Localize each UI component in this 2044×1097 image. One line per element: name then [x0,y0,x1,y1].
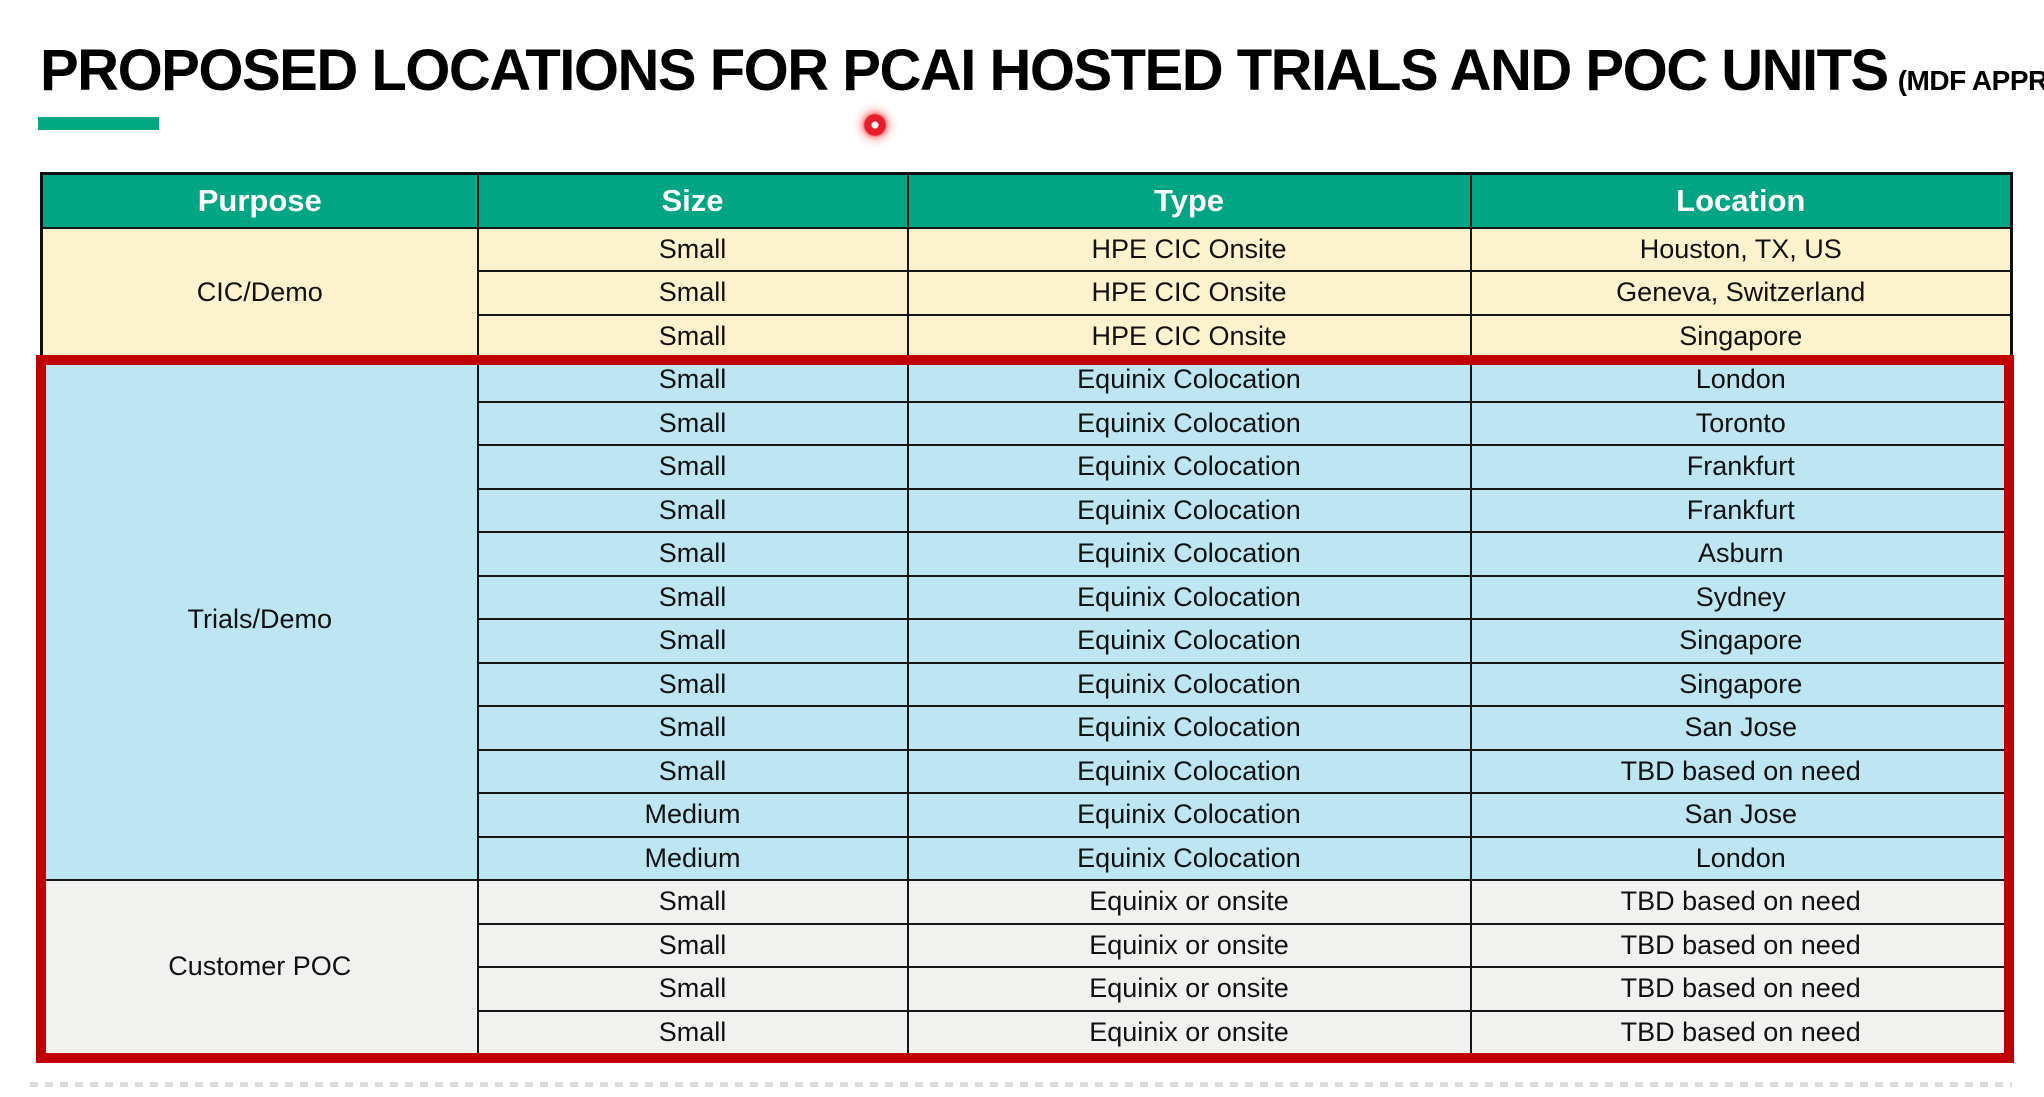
type-cell: Equinix or onsite [906,879,1472,925]
type-cell: Equinix Colocation [906,618,1472,664]
location-cell: Asburn [1469,531,2013,577]
type-cell: Equinix or onsite [906,1009,1472,1055]
type-cell: Equinix Colocation [906,748,1472,794]
header-cell-purpose: Purpose [40,172,479,229]
type-cell: Equinix Colocation [906,792,1472,838]
size-cell: Small [476,487,909,533]
purpose-cell: CIC/Demo [40,226,479,359]
size-cell: Small [476,400,909,446]
type-cell: HPE CIC Onsite [906,313,1472,359]
locations-table: Purpose Size Type Location CIC/Demo Small… [40,172,2013,1056]
location-cell: Singapore [1469,661,2013,707]
purpose-cell: Trials/Demo [40,357,479,881]
location-cell: TBD based on need [1469,748,2013,794]
table-row: Trials/Demo Small Equinix Colocation London [40,357,2013,881]
size-cell: Small [476,226,909,272]
location-cell: Toronto [1469,400,2013,446]
size-cell: Small [476,879,909,925]
type-cell: Equinix Colocation [906,835,1472,881]
size-cell: Small [476,531,909,577]
size-cell: Small [476,705,909,751]
table-header-row: Purpose Size Type Location [40,172,2013,229]
title-accent-bar [38,117,159,130]
size-cell: Small [476,618,909,664]
size-cell: Small [476,966,909,1012]
type-cell: Equinix Colocation [906,487,1472,533]
table-row: Small Equinix Colocation Asburn [41,531,2013,577]
location-cell: San Jose [1469,792,2013,838]
location-cell: TBD based on need [1469,879,2013,925]
location-cell: Singapore [1469,313,2013,359]
table-row: Customer POC Small Equinix or onsite TBD ba… [40,879,2013,1055]
type-cell: HPE CIC Onsite [906,270,1472,316]
size-cell: Small [476,270,909,316]
size-cell: Small [476,574,909,620]
type-cell: Equinix Colocation [906,357,1472,403]
location-cell: Houston, TX, US [1469,226,2013,272]
header-cell-location: Location [1469,172,2013,229]
location-cell: Singapore [1469,618,2013,664]
table-row: Small HPE CIC Onsite Geneva, Switzerland [41,270,2013,316]
type-cell: Equinix or onsite [906,966,1472,1012]
page-title-text: PROPOSED LOCATIONS FOR PCAI HOSTED TRIAL… [40,38,1889,103]
header-cell-type: Type [906,172,1472,229]
type-cell: Equinix or onsite [906,922,1472,968]
location-cell: San Jose [1469,705,2013,751]
location-cell: London [1469,357,2013,403]
type-cell: Equinix Colocation [906,400,1472,446]
table-row: CIC/Demo Small HPE CIC Onsite Houston, TX, … [40,226,2013,359]
location-cell: TBD based on need [1469,922,2013,968]
size-cell: Small [476,748,909,794]
table-row: Small Equinix Colocation Singapore [41,661,2013,707]
location-cell: Frankfurt [1469,487,2013,533]
type-cell: Equinix Colocation [906,444,1472,490]
table-body: CIC/Demo Small HPE CIC Onsite Houston, TX, … [40,226,2013,1055]
size-cell: Medium [476,792,909,838]
type-cell: HPE CIC Onsite [906,226,1472,272]
footer-dashed-line [30,1082,2012,1087]
size-cell: Small [476,313,909,359]
location-cell: London [1469,835,2013,881]
page-title-suffix: (MDF APPROVED) [1897,65,2044,96]
type-cell: Equinix Colocation [906,661,1472,707]
location-cell: Frankfurt [1469,444,2013,490]
purpose-cell: Customer POC [40,879,479,1055]
header-cell-size: Size [476,172,909,229]
page-title: PROPOSED LOCATIONS FOR PCAI HOSTED TRIAL… [40,42,2044,110]
table-row: Small Equinix or onsite TBD based on need [41,922,2013,968]
size-cell: Small [476,1009,909,1055]
location-cell: Geneva, Switzerland [1469,270,2013,316]
type-cell: Equinix Colocation [906,574,1472,620]
size-cell: Small [476,661,909,707]
locations-table-container: Purpose Size Type Location CIC/Demo Small… [40,172,2013,1056]
table-row: Small Equinix Colocation Singapore [41,618,2013,664]
location-cell: Sydney [1469,574,2013,620]
location-cell: TBD based on need [1469,966,2013,1012]
size-cell: Small [476,444,909,490]
size-cell: Small [476,357,909,403]
location-cell: TBD based on need [1469,1009,2013,1055]
size-cell: Small [476,922,909,968]
type-cell: Equinix Colocation [906,531,1472,577]
type-cell: Equinix Colocation [906,705,1472,751]
size-cell: Medium [476,835,909,881]
